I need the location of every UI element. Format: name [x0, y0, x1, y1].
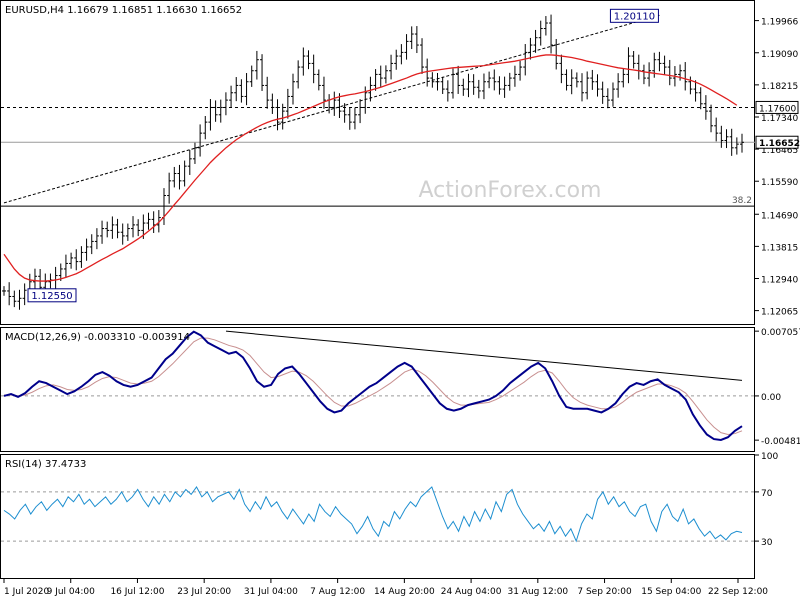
macd-axis-label: 0.00: [761, 393, 781, 403]
price-layer: 38.2 1.20110 1.12550: [1, 8, 755, 310]
time-axis-label: 7 Aug 12:00: [310, 587, 365, 597]
macd-trendline: [225, 330, 743, 381]
resistance-level-label-box: [755, 100, 799, 114]
price-axis-label: 1.14690: [761, 211, 798, 221]
macd-signal-line: [4, 337, 743, 435]
price-axis-label: 1.12940: [761, 275, 798, 285]
current-price-label: 1.16652: [759, 139, 800, 149]
time-axis-label: 24 Aug 04:00: [441, 587, 502, 597]
rsi-axis-label: 70: [761, 489, 773, 499]
current-price-label-box: [755, 135, 799, 149]
price-axis-label: 1.13815: [761, 243, 798, 253]
price-axis-label: 1.17340: [761, 114, 798, 124]
macd-axis-label: -0.004818: [761, 437, 800, 447]
low-annotation: 1.12550: [31, 291, 72, 302]
rsi-layer: [1, 486, 755, 543]
price-header: EURUSD,H4 1.16679 1.16851 1.16630 1.1665…: [5, 5, 242, 16]
axis-layer: 1.19966 1.19090 1.18215 1.17340 1.16465 1.155…: [3, 18, 800, 597]
macd-line: [3, 330, 743, 442]
rsi-panel-frame: [0, 454, 755, 579]
macd-header: MACD(12,26,9) -0.003310 -0.003914: [5, 332, 190, 343]
price-axis-label: 1.19966: [761, 18, 798, 28]
time-axis-label: 1 Jul 2020: [4, 587, 49, 597]
price-axis-label: 1.12065: [761, 308, 798, 318]
time-axis-label: 16 Jul 12:00: [110, 587, 164, 597]
price-axis-label: 1.15590: [761, 178, 798, 188]
high-annotation-box: [609, 8, 659, 23]
high-annotation: 1.20110: [614, 11, 655, 22]
rsi-axis-label: 30: [761, 538, 773, 548]
time-axis-label: 22 Sep 12:00: [708, 587, 768, 597]
time-axis-label: 7 Sep 20:00: [577, 587, 632, 597]
price-axis-label: 1.18215: [761, 82, 798, 92]
price-panel-frame: [0, 0, 755, 325]
time-axis-label: 15 Sep 04:00: [641, 587, 701, 597]
rsi-header: RSI(14) 37.4733: [5, 459, 86, 470]
watermark: ActionForex.com: [419, 178, 602, 203]
resistance-level-label: 1.17600: [759, 104, 796, 114]
rsi-axis-label: 100: [761, 452, 778, 462]
moving-average-line: [3, 54, 738, 282]
macd-layer: [1, 330, 755, 442]
macd-panel-frame: [0, 327, 755, 452]
rsi-line: [3, 486, 743, 543]
time-axis-label: 9 Jul 04:00: [47, 587, 96, 597]
fibonacci-label: 38.2: [732, 196, 752, 206]
price-axis-label: 1.19090: [761, 50, 798, 60]
time-axis-label: 31 Jul 04:00: [244, 587, 298, 597]
price-axis-label: 1.16465: [761, 146, 798, 156]
time-axis-label: 23 Jul 20:00: [177, 587, 231, 597]
price-trendline: [3, 14, 660, 204]
time-axis-label: 14 Aug 20:00: [374, 587, 435, 597]
time-axis-label: 31 Aug 12:00: [507, 587, 568, 597]
macd-axis-label: 0.007057: [761, 328, 800, 338]
low-annotation-box: [27, 288, 77, 303]
